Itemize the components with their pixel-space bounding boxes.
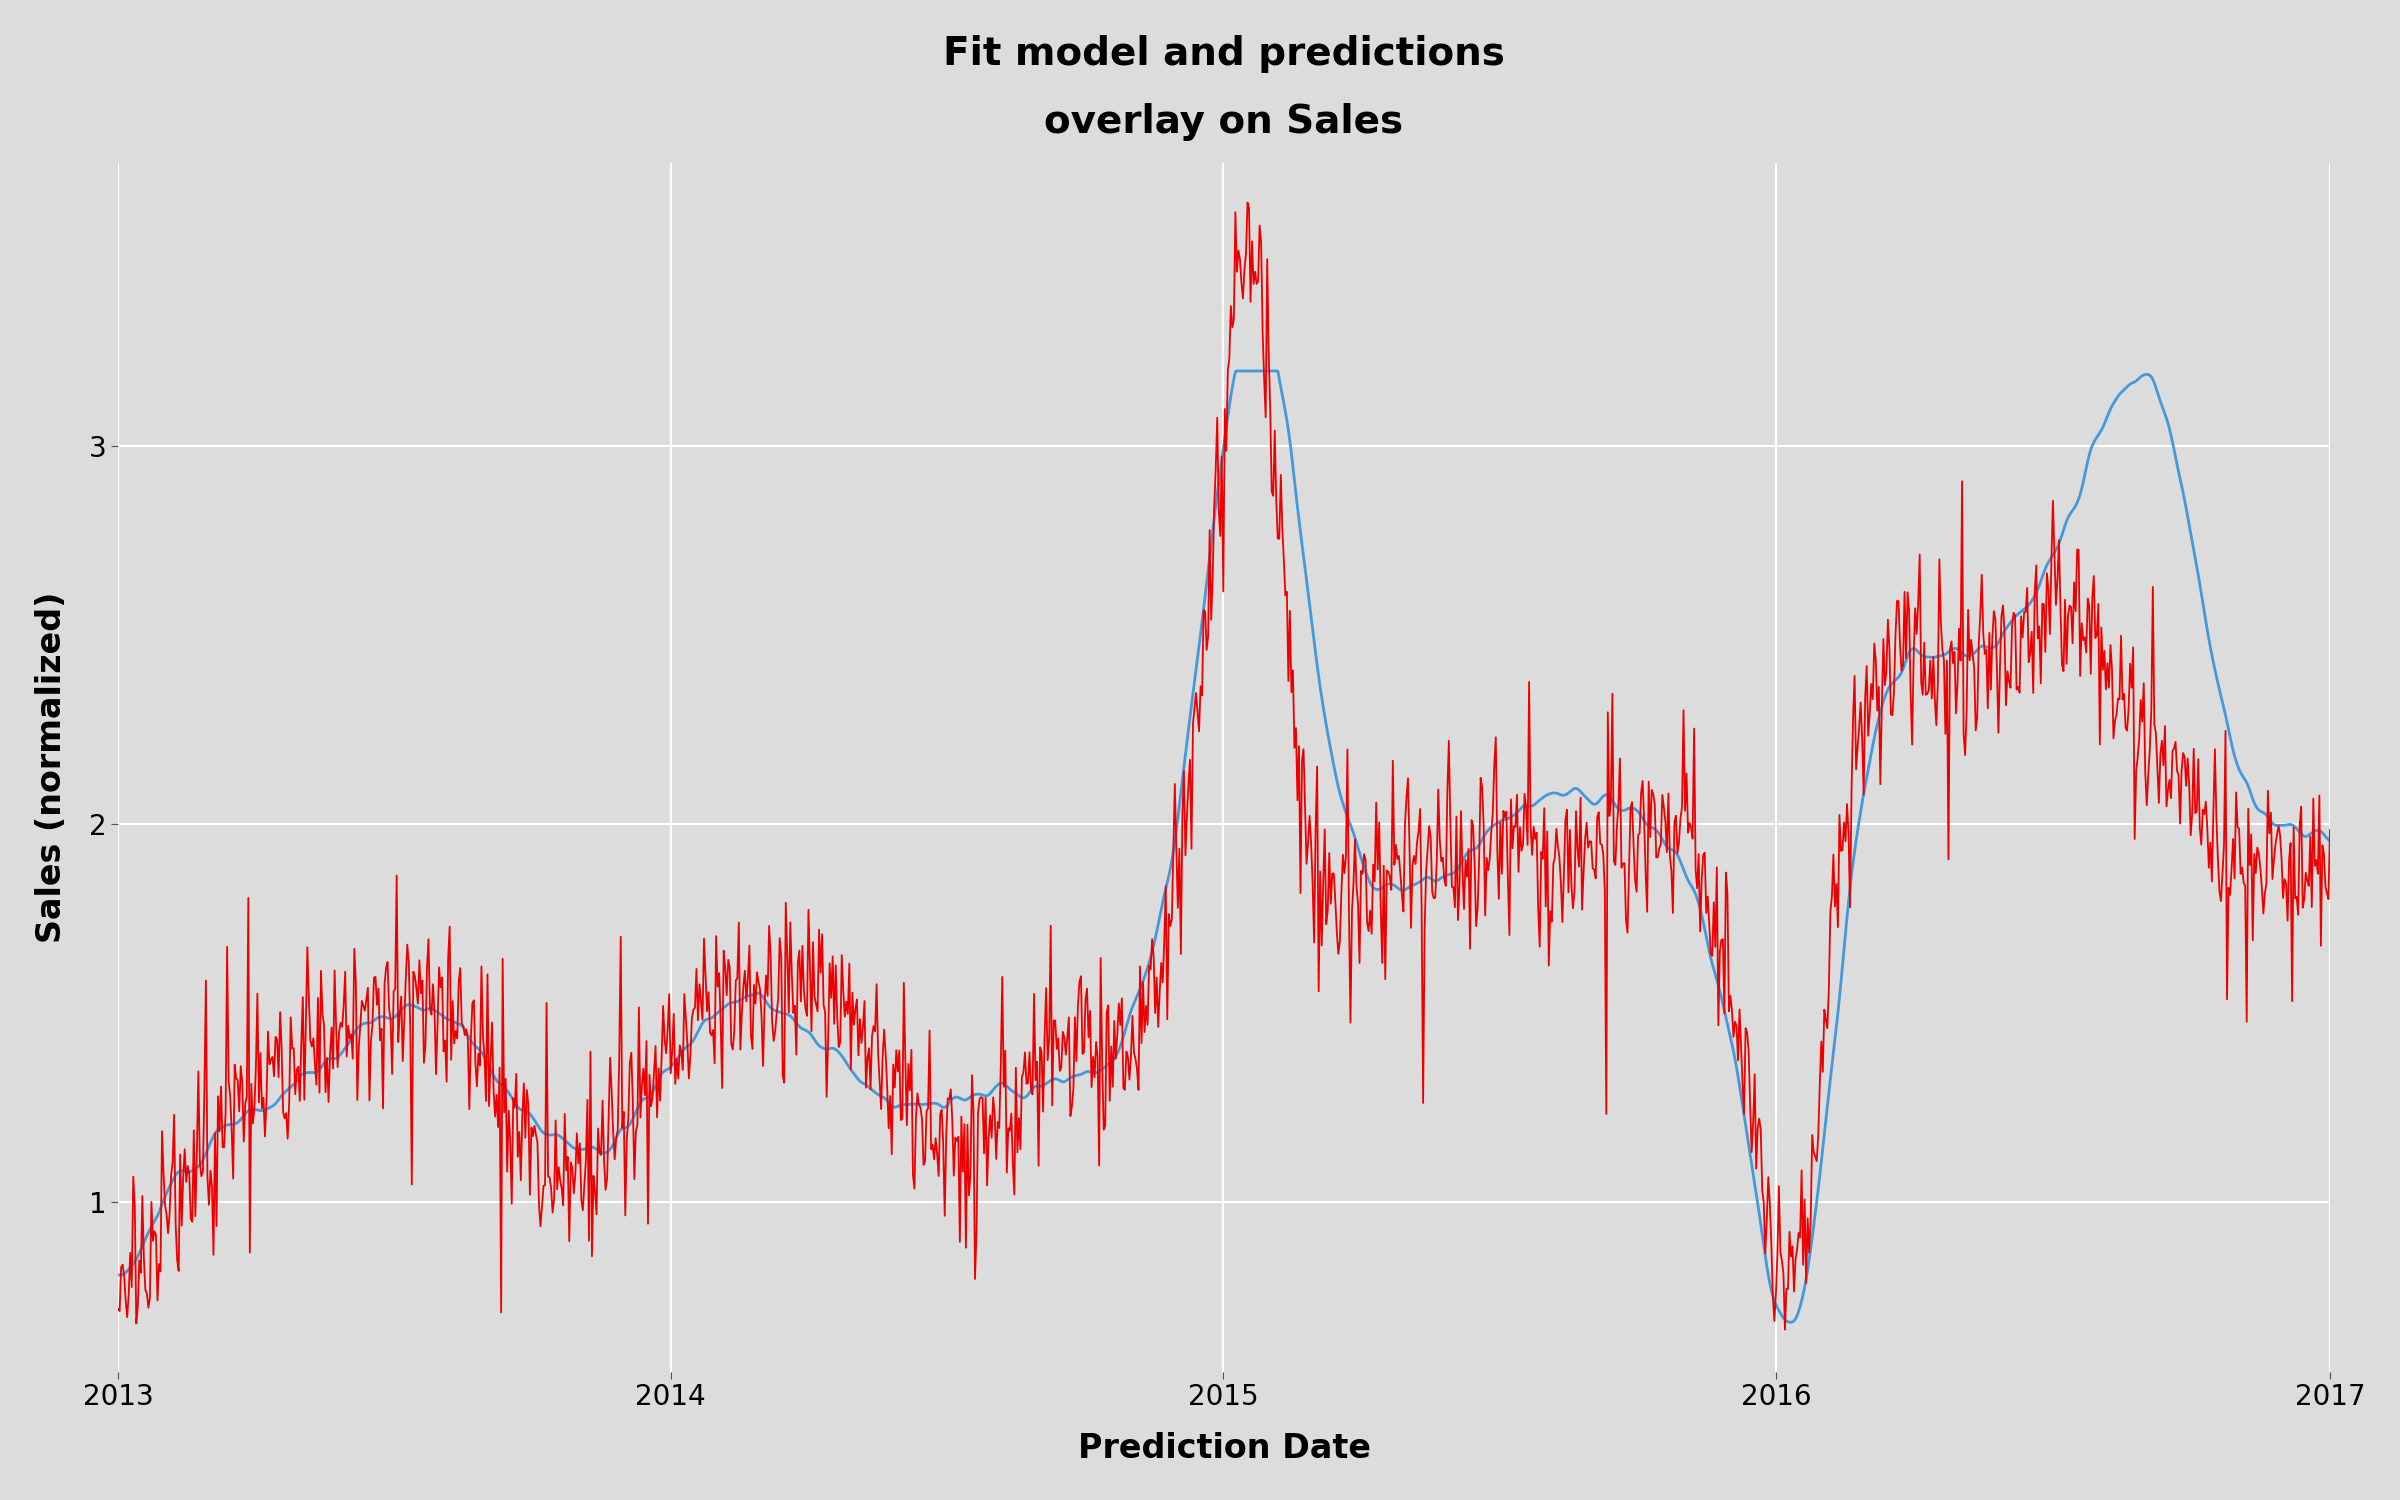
Title: Fit model and predictions
overlay on Sales: Fit model and predictions overlay on Sal… [943, 34, 1505, 141]
Y-axis label: Sales (normalized): Sales (normalized) [34, 592, 67, 944]
X-axis label: Prediction Date: Prediction Date [1078, 1432, 1370, 1466]
